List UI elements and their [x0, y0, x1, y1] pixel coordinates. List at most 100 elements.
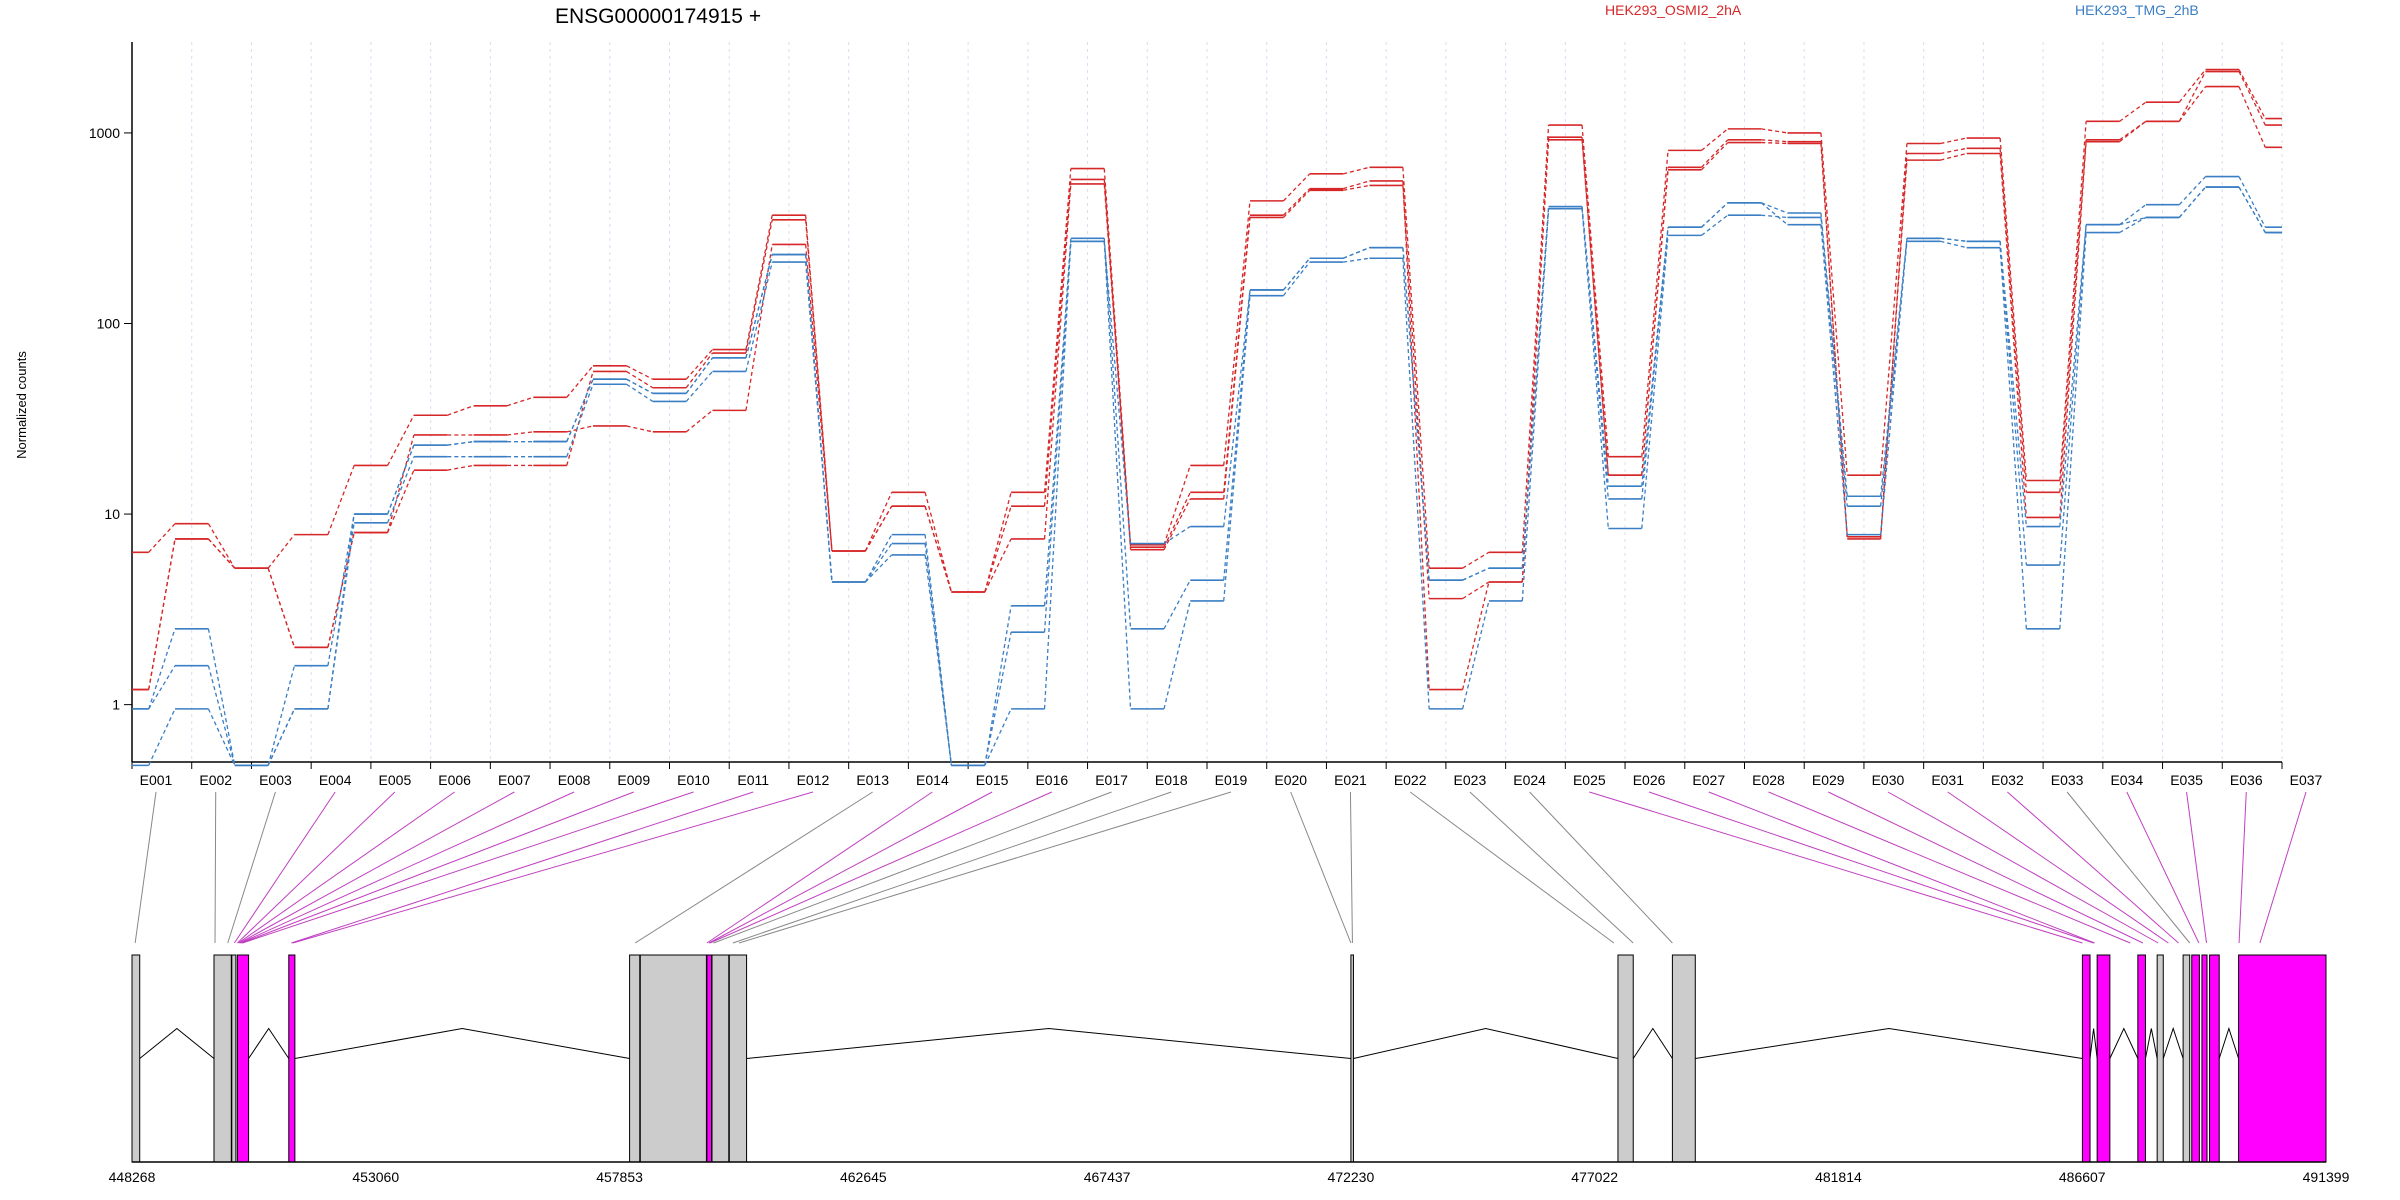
legend-entry-osmi2: HEK293_OSMI2_2hA — [1605, 2, 1742, 18]
bin-connector — [1469, 791, 1634, 944]
bin-connector — [1947, 791, 2169, 944]
series-connector — [387, 444, 415, 515]
series-connector — [327, 513, 355, 709]
exon-bin-connectors — [134, 791, 2307, 944]
series-connector — [1760, 202, 1788, 226]
coordinate-tick-label: 491399 — [2303, 1169, 2350, 1185]
x-tick-label: E016 — [1035, 772, 1068, 788]
genomic-coordinate-axis: 448268 453060 457853 462645 467437 472230 4770… — [109, 1161, 2350, 1185]
y-tick-label: 10 — [104, 506, 120, 522]
series-connector — [148, 523, 176, 553]
series-connector — [1223, 295, 1251, 602]
exon — [131, 954, 141, 1163]
series-connector — [1761, 128, 1788, 134]
exon — [1617, 954, 1634, 1163]
series-connector — [1701, 139, 1729, 168]
series-connector — [1282, 189, 1311, 218]
series-connector — [267, 534, 295, 569]
series-connector — [1043, 241, 1072, 709]
x-tick-label: E037 — [2290, 772, 2323, 788]
y-tick-label: 100 — [97, 315, 121, 331]
series-connector — [924, 554, 953, 766]
series-connector — [745, 244, 773, 411]
series-connector — [1223, 200, 1251, 466]
x-tick-label: E033 — [2051, 772, 2084, 788]
chart-title: ENSG00000174915 + — [555, 5, 761, 28]
series-connector — [1701, 214, 1729, 236]
exon-highlighted — [2191, 954, 2200, 1163]
series-connector — [924, 492, 953, 593]
series-connector — [2178, 69, 2207, 103]
series-connector — [864, 492, 893, 552]
series-connector — [805, 254, 833, 583]
bin-connector — [214, 791, 217, 944]
series-connector — [1641, 169, 1669, 476]
series-connector — [2238, 71, 2266, 126]
series-connector — [1820, 143, 1848, 537]
x-tick-label: E022 — [1394, 772, 1427, 788]
series-connector — [626, 378, 654, 394]
coordinate-tick-label: 477022 — [1571, 1169, 1618, 1185]
series-connector — [148, 538, 176, 690]
series-connector — [685, 409, 713, 433]
exon-highlighted — [706, 954, 712, 1163]
y-axis: 1 10 100 1000 — [89, 42, 133, 762]
series-connector — [1641, 227, 1669, 487]
series-connector — [1701, 142, 1729, 171]
x-tick-label: E023 — [1454, 772, 1487, 788]
series-connector — [1462, 581, 1490, 600]
series-connector — [1701, 202, 1729, 228]
exon-highlighted — [2238, 954, 2327, 1163]
series-connector — [1999, 153, 2028, 518]
series-connector — [1223, 217, 1251, 500]
series-connector — [1581, 208, 1609, 529]
bin-connector — [1290, 791, 1352, 944]
series-connector — [1282, 188, 1311, 216]
x-tick-label: E020 — [1274, 772, 1307, 788]
series-connector — [267, 708, 296, 766]
series-connector — [447, 405, 474, 416]
series-connector — [1701, 128, 1729, 151]
bin-connector — [292, 791, 814, 944]
coordinate-tick-label: 448268 — [109, 1169, 156, 1185]
coordinate-tick-label: 453060 — [352, 1169, 399, 1185]
exon — [2156, 954, 2164, 1163]
series-connector — [566, 378, 594, 442]
series-connector — [984, 605, 1012, 766]
gene-model-track — [131, 954, 2327, 1163]
exon — [213, 954, 232, 1163]
series-connector — [1402, 180, 1430, 690]
bin-connector — [291, 791, 754, 944]
series-connector — [447, 464, 474, 471]
x-tick-label: E017 — [1095, 772, 1128, 788]
series-connector — [1880, 238, 1908, 535]
bin-connector — [2126, 791, 2200, 944]
y-axis-label: Normalized counts — [14, 351, 29, 459]
series-connector — [1282, 261, 1311, 297]
series-connector — [2238, 186, 2266, 233]
coordinate-tick-label: 467437 — [1084, 1169, 1131, 1185]
bin-connector — [233, 791, 336, 944]
series-connector — [1641, 235, 1669, 529]
series-connector — [924, 505, 953, 593]
x-tick-label: E028 — [1752, 772, 1785, 788]
series-connector — [566, 384, 594, 457]
series-connector — [2178, 186, 2207, 218]
series-connector — [864, 543, 893, 583]
legend-entry-tmg: HEK293_TMG_2hB — [2075, 2, 2199, 18]
bin-connector — [1648, 791, 2094, 944]
series-connector — [387, 469, 415, 533]
series-connector — [1163, 465, 1191, 545]
x-tick-label: E008 — [558, 772, 591, 788]
series-connector — [506, 396, 534, 407]
series-connector — [1940, 237, 1967, 242]
exon-highlighted — [2201, 954, 2208, 1163]
exon — [629, 954, 641, 1163]
series-connector — [2178, 176, 2207, 206]
series-connector — [2178, 86, 2207, 122]
x-tick-label: E015 — [976, 772, 1009, 788]
series-connector — [1880, 143, 1908, 476]
bin-connector — [239, 791, 515, 944]
series-connector — [1880, 241, 1908, 507]
exon-highlighted — [288, 954, 296, 1163]
